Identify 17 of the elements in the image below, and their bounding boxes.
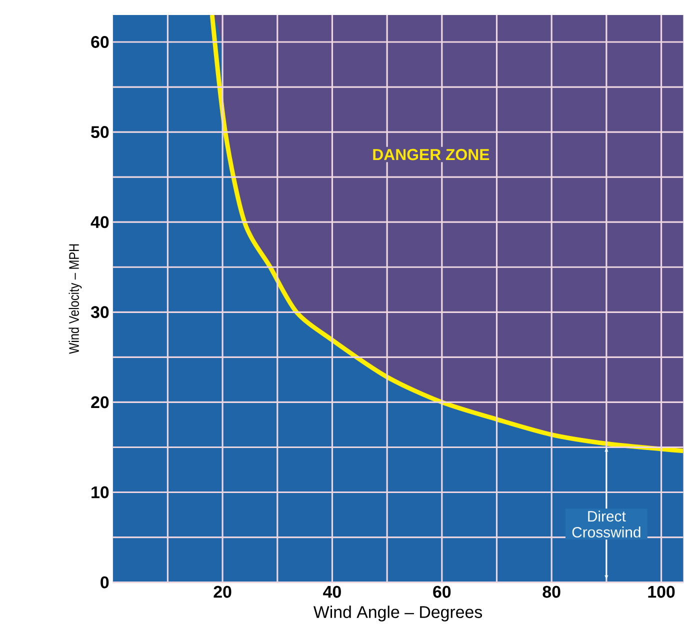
x-tick-label: 100 xyxy=(648,586,675,598)
y-tick-label: 20 xyxy=(91,396,109,408)
x-tick-label: 60 xyxy=(433,586,451,598)
annotation: Direct Crosswind xyxy=(572,510,640,538)
annotation: DANGER ZONE xyxy=(373,148,490,160)
x-tick-label: 40 xyxy=(323,586,341,598)
y-axis-title: Wind Velocity – MPH xyxy=(68,244,82,354)
x-tick-label: 80 xyxy=(542,586,560,598)
y-tick-label: 60 xyxy=(91,36,109,48)
x-tick-label: 20 xyxy=(214,586,232,598)
x-axis-title: Wind Angle – Degrees xyxy=(313,606,482,622)
y-tick-label: 10 xyxy=(92,486,109,498)
line-series xyxy=(210,14,684,453)
y-tick-label: 50 xyxy=(91,126,109,138)
y-tick-label: 30 xyxy=(90,306,109,318)
y-tick-label: 0 xyxy=(100,576,109,588)
y-tick-label: 40 xyxy=(90,216,109,228)
